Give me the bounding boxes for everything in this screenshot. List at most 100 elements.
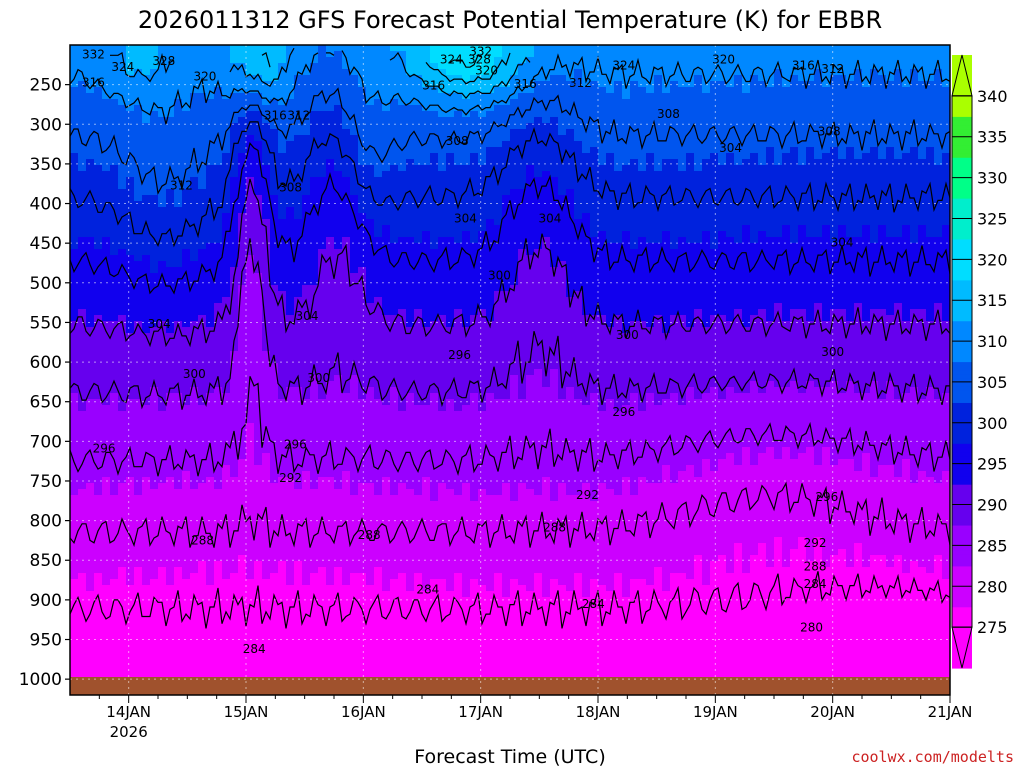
- heat-cell: [230, 123, 239, 130]
- heat-cell: [302, 303, 311, 310]
- heat-cell: [190, 321, 199, 328]
- heat-cell: [398, 663, 407, 670]
- heat-cell: [174, 513, 183, 520]
- heat-cell: [222, 153, 231, 160]
- heat-cell: [230, 147, 239, 154]
- heat-cell: [86, 303, 95, 310]
- heat-cell: [230, 621, 239, 628]
- heat-cell: [278, 645, 287, 652]
- heat-cell: [134, 417, 143, 424]
- heat-cell: [214, 357, 223, 364]
- heat-cell: [78, 159, 87, 166]
- heat-cell: [254, 525, 263, 532]
- heat-cell: [134, 153, 143, 160]
- heat-cell: [366, 429, 375, 436]
- heat-cell: [134, 249, 143, 256]
- heat-cell: [238, 513, 247, 520]
- heat-cell: [118, 411, 127, 418]
- heat-cell: [238, 231, 247, 238]
- heat-cell: [302, 129, 311, 136]
- heat-cell: [102, 219, 111, 226]
- heat-cell: [262, 75, 271, 82]
- heat-cell: [222, 489, 231, 496]
- heat-cell: [230, 249, 239, 256]
- heat-cell: [422, 57, 431, 64]
- heat-cell: [294, 453, 303, 460]
- heat-cell: [334, 597, 343, 604]
- heat-cell: [142, 639, 151, 646]
- heat-cell: [190, 651, 199, 658]
- heat-cell: [334, 165, 343, 172]
- heat-cell: [142, 201, 151, 208]
- heat-cell: [414, 267, 423, 274]
- heat-cell: [326, 363, 335, 370]
- heat-cell: [86, 285, 95, 292]
- heat-cell: [318, 663, 327, 670]
- heat-cell: [374, 609, 383, 616]
- heat-cell: [366, 417, 375, 424]
- heat-cell: [350, 531, 359, 538]
- heat-cell: [238, 435, 247, 442]
- heat-cell: [182, 561, 191, 568]
- heat-cell: [70, 51, 79, 58]
- heat-cell: [150, 537, 159, 544]
- heat-cell: [70, 309, 79, 316]
- heat-cell: [358, 255, 367, 262]
- heat-cell: [182, 285, 191, 292]
- heat-cell: [398, 633, 407, 640]
- heat-cell: [246, 627, 255, 634]
- heat-cell: [78, 351, 87, 358]
- heat-cell: [294, 471, 303, 478]
- heat-cell: [382, 51, 391, 58]
- heat-cell: [190, 45, 199, 52]
- heat-cell: [158, 159, 167, 166]
- heat-cell: [222, 393, 231, 400]
- heat-cell: [350, 537, 359, 544]
- heat-cell: [398, 669, 407, 676]
- heat-cell: [118, 309, 127, 316]
- heat-cell: [206, 435, 215, 442]
- heat-cell: [390, 531, 399, 538]
- heat-cell: [238, 459, 247, 466]
- heat-cell: [142, 381, 151, 388]
- heat-cell: [310, 531, 319, 538]
- heat-cell: [166, 141, 175, 148]
- heat-cell: [326, 459, 335, 466]
- heat-cell: [278, 171, 287, 178]
- heat-cell: [318, 135, 327, 142]
- heat-cell: [422, 513, 431, 520]
- heat-cell: [246, 609, 255, 616]
- heat-cell: [150, 333, 159, 340]
- heat-cell: [238, 657, 247, 664]
- heat-cell: [246, 657, 255, 664]
- heat-cell: [430, 99, 439, 106]
- heat-cell: [222, 501, 231, 508]
- heat-cell: [334, 45, 343, 52]
- heat-cell: [286, 273, 295, 280]
- heat-cell: [326, 261, 335, 268]
- heat-cell: [70, 429, 79, 436]
- heat-cell: [310, 633, 319, 640]
- heat-cell: [94, 45, 103, 52]
- heat-cell: [422, 525, 431, 532]
- heat-cell: [174, 135, 183, 142]
- heat-cell: [214, 237, 223, 244]
- heat-cell: [78, 261, 87, 268]
- heat-cell: [254, 135, 263, 142]
- heat-cell: [334, 69, 343, 76]
- heat-cell: [246, 75, 255, 82]
- heat-cell: [342, 489, 351, 496]
- heat-cell: [366, 477, 375, 484]
- heat-cell: [398, 441, 407, 448]
- heat-cell: [198, 177, 207, 184]
- heat-cell: [78, 285, 87, 292]
- heat-cell: [414, 639, 423, 646]
- heat-cell: [142, 63, 151, 70]
- heat-cell: [366, 507, 375, 514]
- heat-cell: [214, 57, 223, 64]
- heat-cell: [350, 363, 359, 370]
- heat-cell: [110, 279, 119, 286]
- heat-cell: [278, 375, 287, 382]
- heat-cell: [398, 237, 407, 244]
- heat-cell: [302, 429, 311, 436]
